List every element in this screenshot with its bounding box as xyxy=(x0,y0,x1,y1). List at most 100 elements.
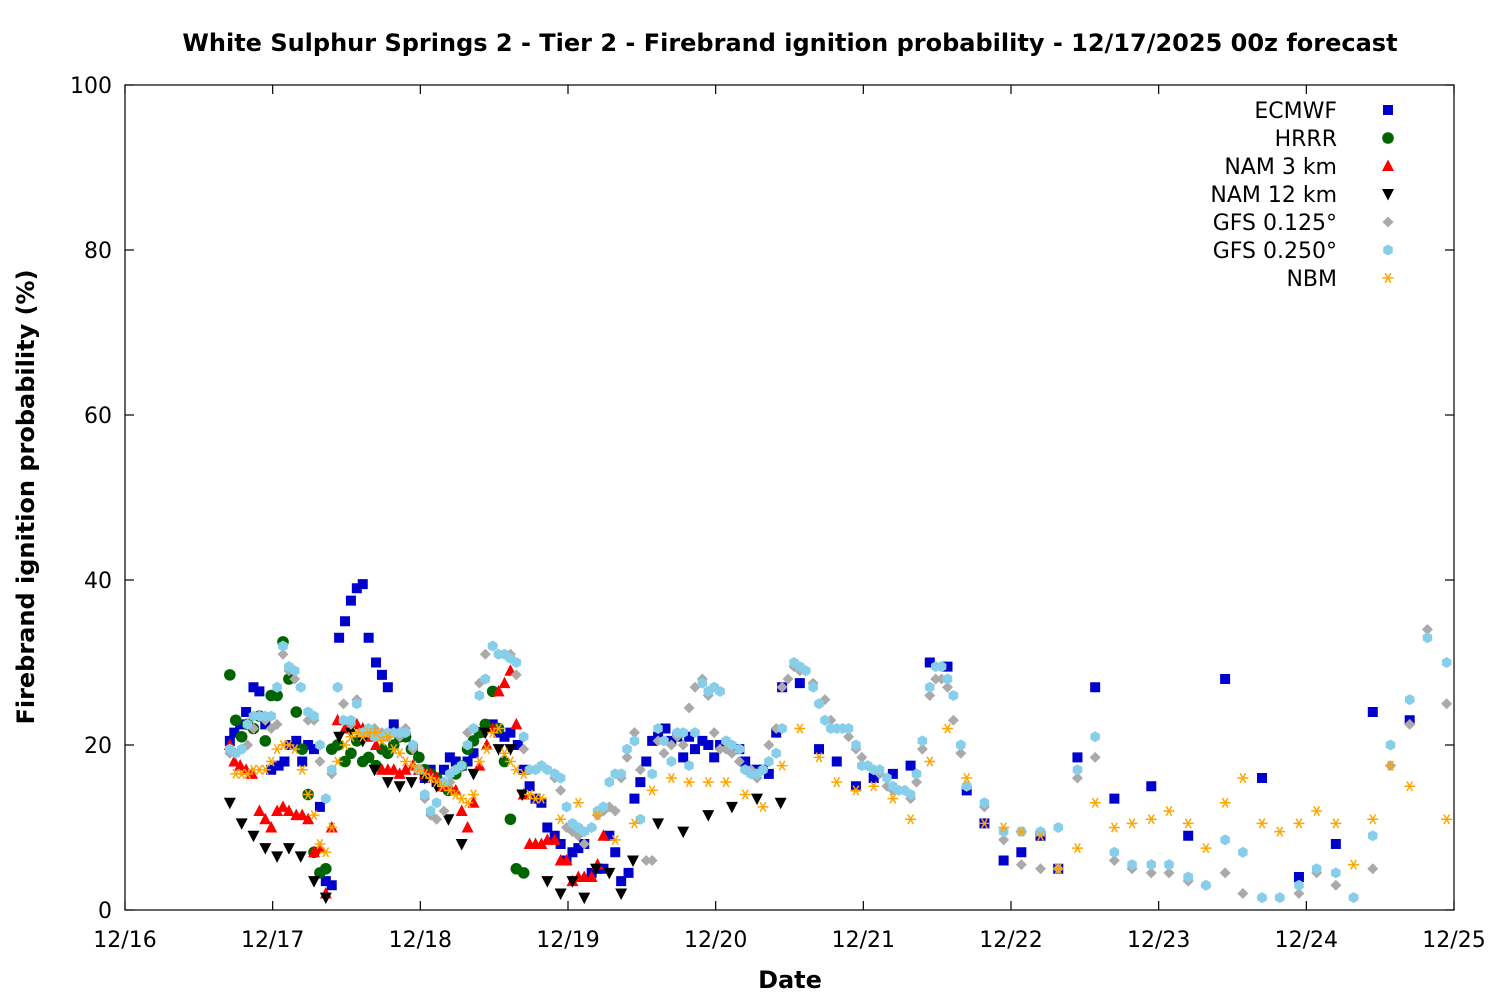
data-point-nam-3-km xyxy=(259,812,272,825)
data-point-gfs-0-250 xyxy=(948,690,959,701)
data-point-ecmwf xyxy=(647,735,658,746)
data-point-nbm xyxy=(924,756,936,767)
data-point-ecmwf xyxy=(831,756,842,767)
data-point-gfs-0-125 xyxy=(1293,888,1305,899)
x-tick-label: 12/23 xyxy=(1127,928,1190,953)
data-point-gfs-0-250 xyxy=(1441,657,1452,668)
data-point-gfs-0-125 xyxy=(947,714,959,726)
data-point-gfs-0-250 xyxy=(917,735,928,747)
data-point-nam-12-km xyxy=(541,876,554,888)
data-point-gfs-0-250 xyxy=(456,760,467,772)
data-point-ecmwf xyxy=(450,756,461,767)
data-point-gfs-0-250 xyxy=(236,743,247,755)
data-point-ecmwf xyxy=(345,595,356,606)
data-point-gfs-0-125 xyxy=(277,648,289,660)
data-point-gfs-0-125 xyxy=(910,776,922,788)
data-point-hrrr xyxy=(339,755,351,768)
data-point-nam-3-km xyxy=(585,870,598,882)
data-point-nbm xyxy=(320,847,332,858)
data-point-hrrr xyxy=(271,689,283,702)
data-point-gfs-0-250 xyxy=(678,727,688,739)
data-point-nbm xyxy=(370,727,382,738)
data-point-nbm xyxy=(720,776,732,788)
data-point-ecmwf xyxy=(357,579,368,590)
data-point-ecmwf xyxy=(444,752,455,763)
y-tick-label: 100 xyxy=(70,74,112,99)
data-point-nbm xyxy=(1108,822,1120,833)
data-point-nam-12-km xyxy=(308,876,321,888)
data-point-nam-3-km xyxy=(492,684,505,697)
data-point-nam-3-km xyxy=(449,783,462,796)
data-point-nam-3-km xyxy=(461,821,474,833)
data-point-gfs-0-250 xyxy=(315,739,325,751)
data-point-gfs-0-250 xyxy=(666,756,677,767)
data-point-ecmwf xyxy=(868,773,879,783)
data-point-gfs-0-250 xyxy=(1238,846,1248,858)
data-point-gfs-0-250 xyxy=(1220,834,1230,846)
data-point-gfs-0-250 xyxy=(511,657,522,668)
data-point-gfs-0-250 xyxy=(734,743,745,755)
data-point-gfs-0-250 xyxy=(998,826,1009,838)
data-point-nbm xyxy=(289,743,301,755)
data-point-gfs-0-125 xyxy=(1441,698,1453,710)
data-point-nam-3-km xyxy=(271,804,284,816)
data-point-hrrr xyxy=(345,747,357,760)
data-point-gfs-0-250 xyxy=(905,789,916,800)
data-point-nam-3-km xyxy=(302,812,315,825)
data-point-ecmwf xyxy=(351,583,362,594)
axis-ticks: 12/16 12/17 12/18 12/19 12/20 12/21 12/22 12/23… xyxy=(70,74,1486,953)
data-point-gfs-0-250 xyxy=(425,805,436,817)
data-point-nam-3-km xyxy=(282,804,295,816)
data-point-nbm xyxy=(302,789,314,800)
data-point-ecmwf xyxy=(512,740,523,750)
data-point-ecmwf xyxy=(1016,847,1027,858)
data-point-nbm xyxy=(1035,830,1047,841)
data-point-nbm xyxy=(394,748,406,759)
data-point-hrrr xyxy=(296,743,309,755)
data-point-nbm xyxy=(868,781,880,792)
legend-label-nam-3-km: NAM 3 km xyxy=(1224,155,1337,180)
data-point-nam-12-km xyxy=(271,851,284,863)
data-point-gfs-0-250 xyxy=(1183,871,1193,883)
data-point-gfs-0-125 xyxy=(1035,863,1047,875)
x-axis-label: Date xyxy=(758,966,822,994)
data-point-nam-12-km xyxy=(479,727,492,740)
data-point-ecmwf xyxy=(273,760,284,771)
data-point-gfs-0-125 xyxy=(677,739,689,751)
data-point-gfs-0-250 xyxy=(278,640,288,652)
data-point-gfs-0-125 xyxy=(438,805,450,817)
data-point-ecmwf xyxy=(905,760,916,771)
data-point-gfs-0-250 xyxy=(925,681,935,693)
data-point-gfs-0-250 xyxy=(290,665,300,677)
data-point-nam-12-km xyxy=(368,764,381,777)
data-point-gfs-0-250 xyxy=(1275,892,1285,904)
data-point-gfs-0-250 xyxy=(808,681,818,693)
data-point-nbm xyxy=(1182,818,1194,829)
data-point-gfs-0-250 xyxy=(321,793,331,805)
data-point-ecmwf xyxy=(371,657,382,668)
series-gfs-0-250 xyxy=(225,632,1452,904)
data-point-gfs-0-250 xyxy=(598,801,609,813)
data-point-nbm xyxy=(481,743,493,755)
data-point-nbm xyxy=(1274,826,1286,837)
data-point-ecmwf xyxy=(1090,682,1101,693)
data-point-ecmwf xyxy=(1072,752,1083,763)
data-point-nbm xyxy=(1330,818,1342,829)
data-point-ecmwf xyxy=(598,863,609,874)
data-point-nam-3-km xyxy=(253,804,266,816)
data-point-ecmwf xyxy=(279,756,290,767)
data-point-nam-3-km xyxy=(296,808,309,821)
data-point-ecmwf xyxy=(684,731,695,742)
data-point-ecmwf xyxy=(340,616,351,627)
x-tick-label: 12/17 xyxy=(241,928,304,953)
data-point-gfs-0-125 xyxy=(621,751,633,763)
data-point-nbm xyxy=(1015,826,1027,837)
data-point-nam-12-km xyxy=(603,867,616,880)
data-point-ecmwf xyxy=(388,719,399,730)
data-point-nbm xyxy=(1256,818,1268,829)
data-point-gfs-0-125 xyxy=(708,727,720,739)
data-point-nbm xyxy=(739,789,751,800)
data-point-nbm xyxy=(831,776,843,788)
data-point-ecmwf xyxy=(678,752,689,763)
